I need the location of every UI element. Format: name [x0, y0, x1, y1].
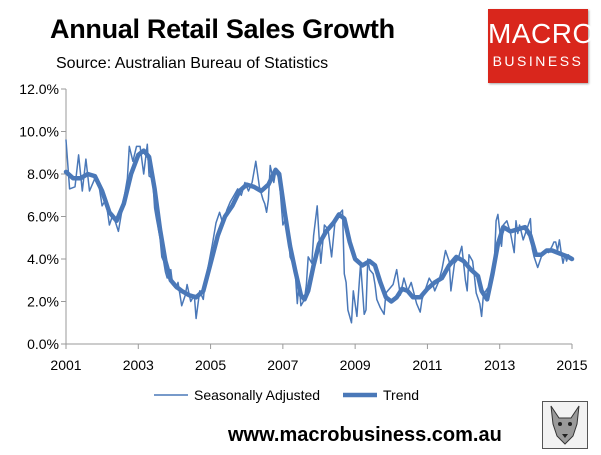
chart-title: Annual Retail Sales Growth [50, 14, 395, 44]
x-tick-label: 2003 [123, 357, 154, 373]
x-tick-label: 2015 [556, 357, 587, 373]
macrobusiness-logo[interactable]: MACRO BUSINESS [488, 9, 595, 83]
logo-line-2: BUSINESS [492, 53, 584, 69]
series-line-trend [63, 148, 575, 304]
chart-axes: 0.0% 2.0% 4.0% 6.0% 8.0% 10.0% 12.0% 2001 2003 20… [19, 81, 587, 373]
wolf-emblem-icon [542, 401, 588, 449]
chart-legend: Seasonally Adjusted Trend [154, 387, 419, 403]
footer-url[interactable]: www.macrobusiness.com.au [228, 424, 502, 446]
chart-subtitle: Source: Australian Bureau of Statistics [56, 55, 329, 72]
y-tick-label: 0.0% [27, 336, 59, 352]
legend-label-seasonally-adjusted: Seasonally Adjusted [194, 387, 320, 403]
y-tick-label: 6.0% [27, 209, 59, 225]
series-line-seasonally-adjusted [65, 139, 573, 324]
y-tick-label: 2.0% [27, 294, 59, 310]
x-tick-label: 2007 [267, 357, 298, 373]
x-tick-label: 2013 [484, 357, 515, 373]
y-tick-label: 8.0% [27, 166, 59, 182]
logo-line-1: MACRO [488, 18, 595, 49]
x-tick-label: 2009 [340, 357, 371, 373]
x-tick-label: 2001 [50, 357, 81, 373]
x-tick-label: 2005 [195, 357, 226, 373]
x-tick-label: 2011 [412, 357, 442, 373]
y-tick-label: 12.0% [19, 81, 59, 97]
y-tick-label: 4.0% [27, 251, 59, 267]
chart-series [63, 139, 575, 324]
legend-label-trend: Trend [383, 387, 419, 403]
y-tick-label: 10.0% [19, 124, 59, 140]
